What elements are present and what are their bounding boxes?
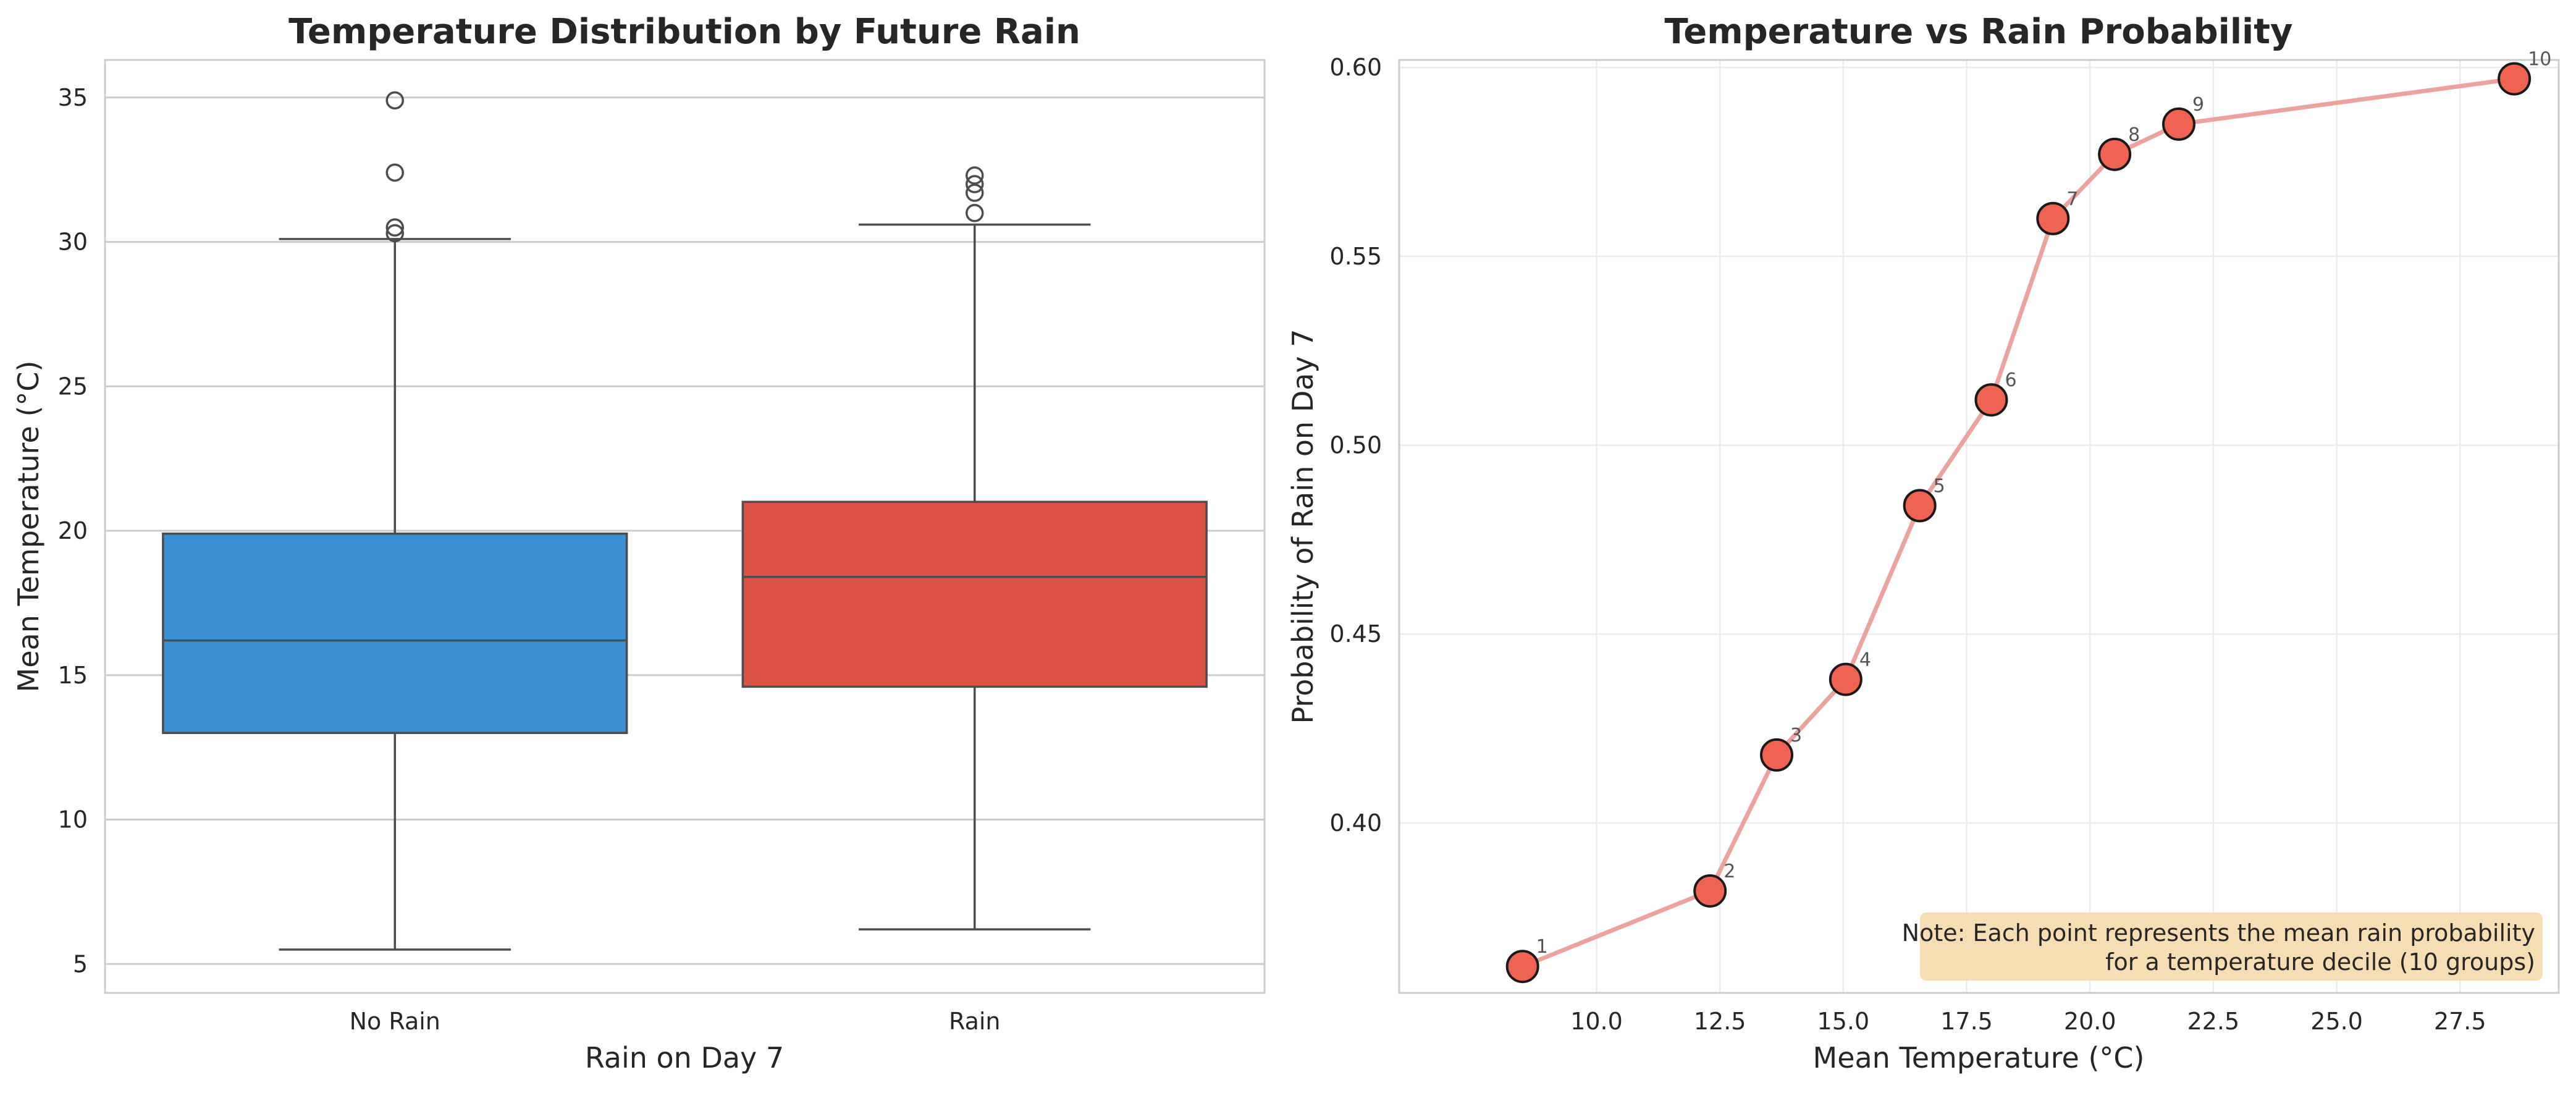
y-tick-label: 30: [58, 229, 88, 256]
x-tick-label: 15.0: [1817, 1008, 1870, 1035]
data-point: [1903, 489, 1937, 523]
point-label: 6: [2005, 369, 2016, 391]
x-axis-label: Mean Temperature (°C): [1813, 1041, 2145, 1074]
note-box: Note: Each point represents the mean rai…: [1902, 913, 2543, 981]
x-tick-label: No Rain: [350, 1008, 440, 1035]
y-tick-label: 0.60: [1329, 54, 1382, 81]
point-label: 2: [1724, 861, 1735, 882]
data-point: [2498, 62, 2532, 96]
series-markers: 1 2 3 4 5 6 7 8 9 10: [1505, 49, 2551, 984]
plot-frame: [1398, 59, 2560, 994]
x-tick-label: 10.0: [1570, 1008, 1623, 1035]
point-label: 7: [2066, 188, 2078, 210]
y-tick-label: 0.45: [1329, 620, 1382, 648]
note-background: [1920, 913, 2543, 981]
x-tick-label: Rain: [949, 1008, 1001, 1035]
y-tick-label: 0.40: [1329, 809, 1382, 837]
box-plot-chart: 5 10 15 20 25 30 35 No Rain Rain Temperature Di…: [12, 12, 1266, 1074]
y-tick-label: 5: [73, 950, 88, 977]
note-line-2: for a temperature decile (10 groups): [2105, 948, 2535, 976]
x-tick-label: 22.5: [2187, 1008, 2240, 1035]
y-axis-label: Probability of Rain on Day 7: [1286, 329, 1320, 724]
point-label: 8: [2128, 124, 2140, 146]
y-tick-label: 25: [58, 373, 88, 400]
x-tick-label: 27.5: [2434, 1008, 2486, 1035]
box-no-rain: [162, 91, 628, 951]
x-axis-label: Rain on Day 7: [585, 1041, 784, 1074]
point-label: 4: [1859, 649, 1871, 671]
outlier-point: [385, 163, 404, 182]
series-line: [1522, 77, 2515, 969]
y-tick-labels: 5 10 15 20 25 30 35: [58, 84, 88, 977]
data-point: [1829, 662, 1863, 696]
box-rain: [741, 166, 1208, 931]
box-group: [162, 91, 1208, 951]
box-iqr: [741, 500, 1208, 688]
line-chart: 1 2 3 4 5 6 7 8 9 10 0.40 0.45 0.50 0.55 0.60 10.0 12.…: [1286, 12, 2560, 1074]
x-tick-labels: 10.0 12.5 15.0 17.5 20.0 22.5 25.0 27.5: [1570, 1008, 2486, 1035]
point-label: 1: [1536, 936, 1548, 958]
point-label: 10: [2528, 49, 2551, 70]
note-line-1: Note: Each point represents the mean rai…: [1902, 919, 2535, 947]
outlier-point: [966, 204, 984, 222]
y-tick-label: 35: [58, 84, 88, 111]
outlier-point: [385, 218, 404, 237]
data-point: [2161, 107, 2195, 141]
outlier-point: [385, 224, 404, 243]
grid-lines: [1399, 60, 2559, 993]
y-tick-label: 10: [58, 806, 88, 833]
plot-frame: [104, 59, 1266, 994]
x-tick-label: 20.0: [2064, 1008, 2116, 1035]
data-point: [2098, 137, 2132, 171]
y-tick-labels: 0.40 0.45 0.50 0.55 0.60: [1329, 54, 1382, 837]
point-label: 5: [1934, 475, 1945, 497]
outlier-point: [966, 184, 984, 202]
point-label: 9: [2192, 94, 2204, 116]
x-tick-label: 12.5: [1694, 1008, 1746, 1035]
y-tick-label: 15: [58, 662, 88, 689]
outlier-point: [966, 175, 984, 193]
box-iqr: [162, 532, 628, 735]
y-tick-label: 20: [58, 517, 88, 544]
outlier-point: [385, 91, 404, 110]
chart-title: Temperature vs Rain Probability: [1664, 12, 2292, 52]
data-point: [2036, 201, 2070, 235]
data-point: [1505, 950, 1539, 984]
y-axis-label: Mean Temperature (°C): [12, 361, 45, 693]
data-point: [1760, 738, 1794, 772]
point-label: 3: [1790, 725, 1802, 746]
chart-title: Temperature Distribution by Future Rain: [288, 12, 1080, 52]
x-tick-labels: No Rain Rain: [350, 1008, 1001, 1035]
x-tick-label: 17.5: [1940, 1008, 1993, 1035]
data-point: [1974, 383, 2008, 417]
y-tick-label: 0.50: [1329, 432, 1382, 459]
y-tick-label: 0.55: [1329, 243, 1382, 270]
data-point: [1693, 874, 1727, 908]
outlier-point: [966, 166, 984, 185]
x-tick-label: 25.0: [2310, 1008, 2363, 1035]
